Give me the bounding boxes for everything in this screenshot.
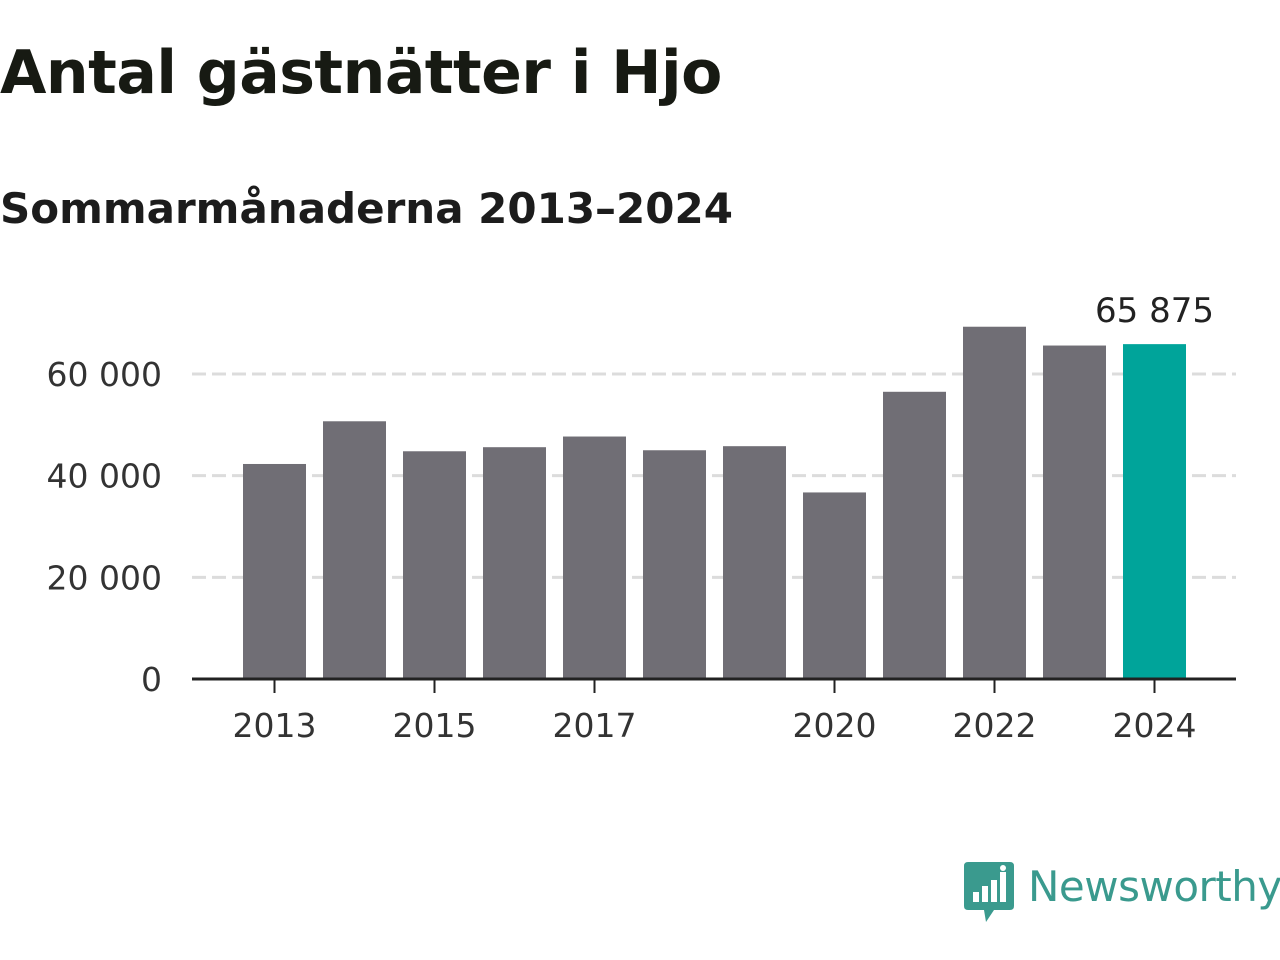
brand-logo: Newsworthy xyxy=(964,862,1280,924)
x-tick-label: 2024 xyxy=(1113,706,1197,745)
bar-2022 xyxy=(963,326,1026,679)
bar-2017 xyxy=(563,436,626,679)
x-tick-label: 2015 xyxy=(393,706,477,745)
y-tick-label: 0 xyxy=(141,660,162,699)
bar-2013 xyxy=(243,463,306,679)
bar-2015 xyxy=(403,451,466,679)
bar-2016 xyxy=(483,447,546,679)
bar-2014 xyxy=(323,421,386,679)
data-label-2024: 65 875 xyxy=(1095,291,1214,331)
y-tick-label: 20 000 xyxy=(47,558,162,597)
x-tick-label: 2022 xyxy=(953,706,1037,745)
x-tick-label: 2017 xyxy=(553,706,637,745)
bar-2020 xyxy=(803,492,866,679)
chart-title: Antal gästnätter i Hjo xyxy=(0,38,722,108)
axes xyxy=(192,677,1236,693)
y-axis-labels: 0 20 000 40 000 60 000 xyxy=(47,355,162,699)
x-tick-label: 2020 xyxy=(793,706,877,745)
bar-2018 xyxy=(643,450,706,679)
x-tick-label: 2013 xyxy=(233,706,317,745)
brand-name: Newsworthy xyxy=(1028,862,1280,911)
chart-subtitle: Sommarmånaderna 2013–2024 xyxy=(0,184,733,233)
data-labels: 65 875 xyxy=(1095,291,1214,331)
y-tick-label: 60 000 xyxy=(47,355,162,394)
newsworthy-logo-icon xyxy=(964,862,1014,922)
bar-2024 xyxy=(1123,344,1186,679)
x-axis-labels: 2013 2015 2017 2020 2022 2024 xyxy=(233,706,1197,745)
bar-2023 xyxy=(1043,345,1106,679)
bar-2019 xyxy=(723,446,786,679)
bars xyxy=(243,326,1186,679)
y-tick-label: 40 000 xyxy=(47,457,162,496)
bar-2021 xyxy=(883,391,946,679)
